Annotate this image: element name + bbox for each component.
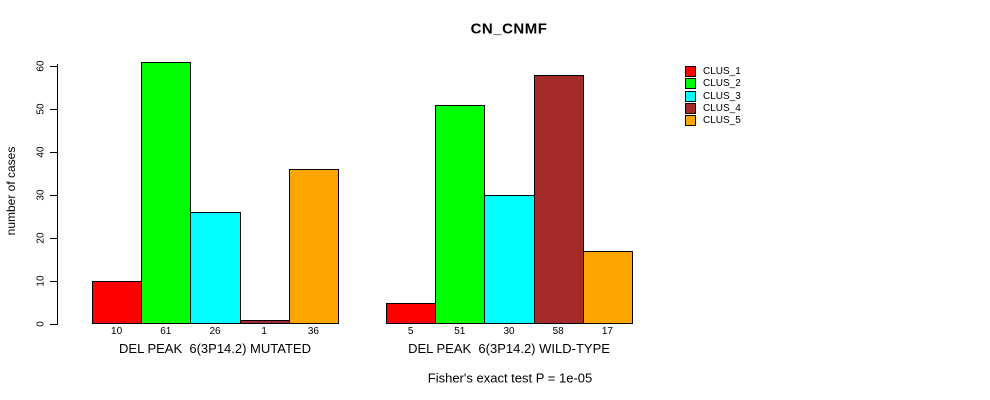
legend-swatch-clus_2 [685, 78, 696, 90]
legend-label: CLUS_5 [703, 115, 741, 127]
bar-clus_1 [92, 281, 143, 324]
bar-value-label: 36 [307, 326, 319, 337]
bar-value-label: 1 [261, 326, 267, 337]
y-tick-label: 0 [35, 321, 47, 327]
legend-label: CLUS_2 [703, 78, 741, 90]
y-axis-title: number of cases [4, 146, 18, 236]
bar-value-label: 30 [503, 326, 515, 337]
legend-swatch-clus_5 [685, 115, 696, 127]
bar-value-label: 5 [407, 326, 414, 337]
legend-swatch-clus_1 [685, 66, 696, 77]
bar-value-label: 26 [209, 326, 221, 337]
bar-clus_3 [484, 195, 535, 324]
y-tick-label: 30 [35, 189, 47, 201]
bar-value-label: 58 [552, 326, 564, 337]
bar-clus_5 [288, 169, 339, 324]
group-label: DEL PEAK 6(3P14.2) MUTATED [119, 341, 311, 356]
bar-clus_2 [435, 104, 486, 324]
y-tick-mark [50, 151, 57, 153]
legend-swatch-clus_3 [685, 90, 696, 102]
bar-clus_4 [239, 319, 290, 324]
bar-clus_2 [141, 61, 192, 324]
legend-label: CLUS_4 [703, 102, 741, 114]
y-tick-mark [50, 65, 57, 67]
y-axis-line [57, 64, 58, 325]
bar-value-label: 51 [454, 326, 466, 337]
bar-clus_5 [582, 250, 633, 324]
y-tick-label: 60 [35, 60, 47, 72]
legend-swatch-clus_4 [685, 102, 696, 114]
bar-value-label: 10 [111, 326, 123, 337]
legend-label: CLUS_3 [703, 90, 741, 102]
bar-clus_4 [533, 74, 584, 324]
bar-value-label: 61 [160, 326, 172, 337]
y-tick-mark [50, 323, 57, 325]
y-tick-mark [50, 280, 57, 282]
y-tick-mark [50, 108, 57, 110]
y-tick-mark [50, 237, 57, 239]
bar-clus_1 [386, 302, 437, 324]
chart-title: CN_CNMF [470, 20, 548, 38]
annotation-fisher-test: Fisher's exact test P = 1e-05 [427, 370, 593, 386]
y-tick-label: 20 [35, 232, 47, 244]
y-tick-mark [50, 194, 57, 196]
bar-clus_3 [190, 212, 241, 324]
group-label: DEL PEAK 6(3P14.2) WILD-TYPE [408, 341, 610, 356]
y-tick-label: 50 [35, 103, 47, 115]
bar-value-label: 17 [601, 326, 613, 337]
y-tick-label: 10 [35, 275, 47, 287]
y-tick-label: 40 [35, 146, 47, 158]
legend-label: CLUS_1 [703, 66, 741, 77]
